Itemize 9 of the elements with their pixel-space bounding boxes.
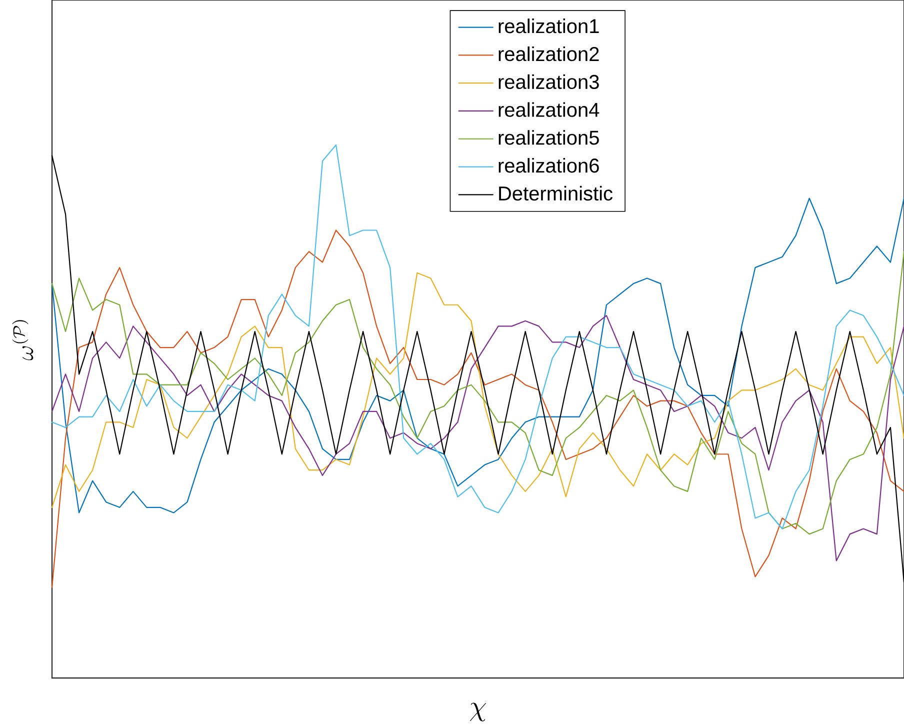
legend-label: Deterministic: [499, 186, 613, 201]
legend-label: realization3: [498, 74, 599, 90]
legend-label: realization4: [498, 102, 600, 117]
y-axis-title: $\omega^{(\mathcal{P})}$: [12, 320, 34, 360]
legend-label: realization6: [498, 158, 599, 173]
legend-label: realization2: [498, 46, 599, 62]
legend-label: realization5: [498, 130, 599, 145]
x-axis-title: $\chi$: [470, 702, 486, 722]
legend-label: realization1: [498, 18, 599, 34]
